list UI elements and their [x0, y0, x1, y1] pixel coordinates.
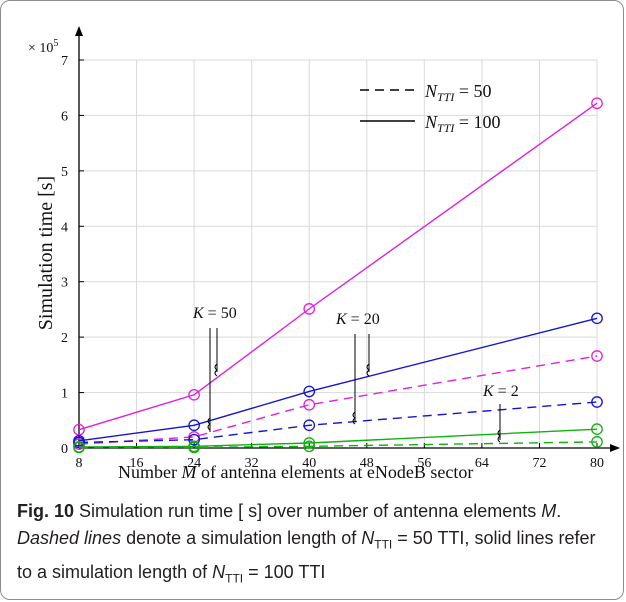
series-marker-5 [591, 436, 603, 448]
series-marker-4 [591, 423, 603, 436]
annotations [207, 328, 501, 443]
caption-fig-label: Fig. 10 [17, 501, 75, 521]
series-marker-0 [303, 303, 316, 315]
y-tick-label: 2 [61, 331, 68, 346]
series-marker-4 [303, 437, 316, 449]
y-tick-label: 1 [61, 387, 68, 402]
annotation-k20: K = 20 [335, 311, 380, 328]
y-tick-label: 6 [61, 109, 68, 124]
y-axis-arrow [75, 26, 83, 36]
annotation-k2: K = 2 [482, 383, 519, 400]
figure-caption: Fig. 10 Simulation run time [ s] over nu… [17, 501, 596, 586]
y-tick-label: 0 [61, 442, 68, 457]
annotation-brace [366, 363, 370, 377]
series-marker-0 [591, 97, 603, 110]
x-tick-label: 16 [130, 456, 144, 471]
y-tick-label: 4 [61, 220, 68, 235]
legend-entry-solid: NTTI = 100 [424, 112, 501, 135]
series-marker-2 [591, 312, 603, 325]
x-tick-label: 32 [245, 456, 259, 471]
annotation-brace [214, 363, 218, 377]
series-line-4 [78, 428, 598, 448]
x-tick-label: 48 [360, 456, 374, 471]
series-marker-5 [303, 440, 316, 453]
series-marker-3 [591, 396, 603, 408]
x-axis-label: Number M of antenna elements at eNodeB s… [118, 462, 473, 482]
x-tick-label: 24 [187, 456, 201, 471]
annotation-brace [352, 411, 356, 425]
x-tick-label: 72 [532, 456, 546, 471]
x-tick-label: 80 [590, 456, 604, 471]
series-line-0 [78, 102, 598, 431]
y-tick-label: 7 [61, 54, 68, 69]
annotation-k50: K = 50 [192, 305, 237, 322]
series-marker-3 [188, 433, 200, 446]
series-marker-5 [188, 441, 200, 454]
x-tick-label: 40 [302, 456, 316, 471]
series-marker-5 [73, 441, 85, 454]
y-tick-label: 5 [61, 165, 68, 180]
x-tick-label: 64 [475, 456, 489, 471]
y-multiplier: × 105 [28, 38, 58, 56]
series-marker-2 [188, 419, 200, 432]
legend-entry-dashed: NTTI = 50 [424, 81, 492, 104]
annotation-brace [207, 417, 211, 431]
series-marker-1 [591, 350, 603, 362]
series-line-3 [78, 401, 598, 444]
series-marker-0 [188, 388, 200, 401]
caption-dashed-lines: Dashed lines [17, 528, 122, 548]
y-tick-label: 3 [61, 276, 68, 291]
x-axis-arrow [610, 444, 620, 452]
series-marker-2 [303, 385, 316, 398]
series-marker-0 [73, 423, 85, 436]
series-line-5 [79, 441, 598, 449]
series-marker-3 [303, 419, 316, 432]
x-tick-label: 56 [417, 456, 431, 471]
annotation-brace [497, 429, 501, 443]
series-line-2 [78, 317, 598, 442]
legend: NTTI = 50 NTTI = 100 [360, 81, 501, 135]
grid-lines [79, 59, 598, 448]
x-tick-label: 8 [76, 456, 83, 471]
series-marker-1 [303, 398, 316, 411]
series-line-1 [78, 355, 598, 445]
series-lines [73, 97, 603, 454]
axes [75, 26, 620, 452]
y-axis-label: Simulation time [s] [35, 176, 57, 330]
